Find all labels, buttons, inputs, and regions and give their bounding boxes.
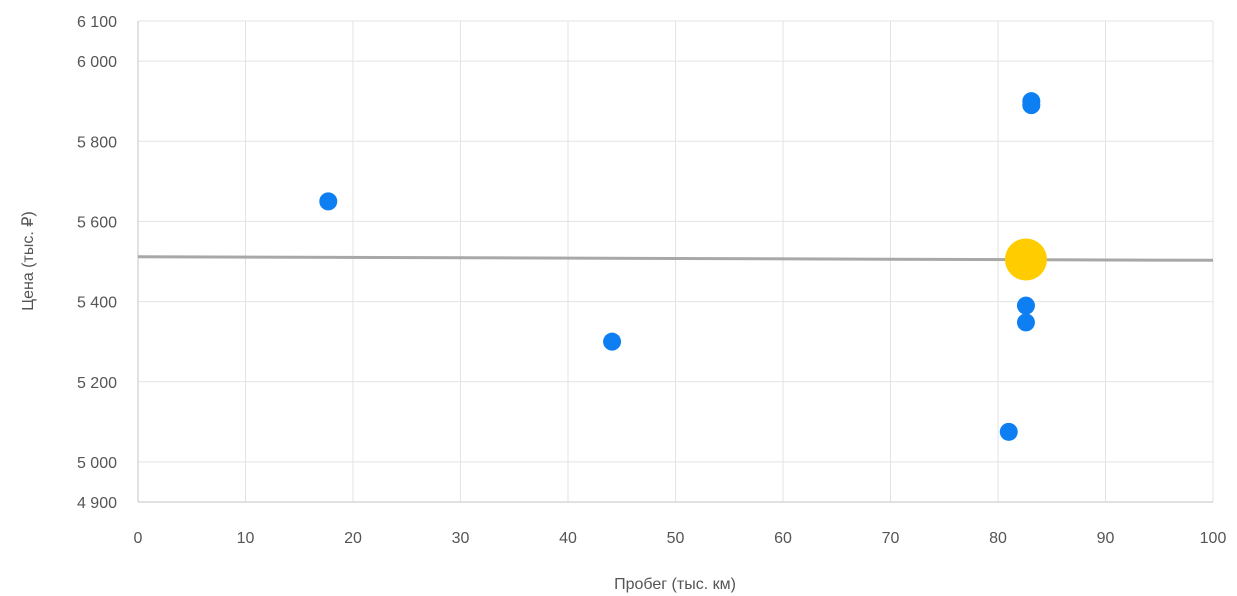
grid — [138, 20, 1214, 502]
highlighted-point[interactable] — [1004, 238, 1047, 281]
tick-labels: 0 10 20 30 40 50 60 70 80 90 100 4 900 5 000 5 200 5 4… — [77, 14, 1226, 547]
data-points — [319, 92, 1047, 441]
y-axis-title: Цена (тыс. ₽) — [20, 211, 37, 310]
data-point[interactable] — [1016, 313, 1035, 332]
trend-line-layer — [137, 255, 1214, 262]
y-tick-label: 5 400 — [77, 295, 117, 312]
axes — [137, 21, 1213, 503]
x-tick-label: 10 — [237, 530, 255, 547]
y-tick-label: 5 800 — [77, 134, 117, 151]
y-tick-label: 5 000 — [77, 455, 117, 472]
x-tick-label: 60 — [774, 530, 792, 547]
x-axis-title: Пробег (тыс. км) — [614, 576, 736, 593]
y-tick-label: 5 600 — [77, 214, 117, 231]
x-tick-label: 70 — [882, 530, 900, 547]
trend-line — [137, 255, 1214, 262]
y-tick-label: 4 900 — [77, 495, 117, 512]
y-tick-label: 6 000 — [77, 54, 117, 71]
x-tick-label: 100 — [1200, 530, 1227, 547]
x-tick-label: 20 — [344, 530, 362, 547]
data-point[interactable] — [1016, 296, 1035, 315]
x-tick-label: 30 — [452, 530, 470, 547]
data-point[interactable] — [319, 192, 338, 211]
x-tick-label: 0 — [134, 530, 143, 547]
data-point[interactable] — [999, 422, 1018, 441]
y-tick-label: 6 100 — [77, 14, 117, 31]
x-tick-label: 90 — [1097, 530, 1115, 547]
x-tick-label: 50 — [667, 530, 685, 547]
data-point[interactable] — [603, 332, 622, 351]
data-point[interactable] — [1022, 96, 1041, 115]
y-tick-label: 5 200 — [77, 375, 117, 392]
x-tick-label: 80 — [989, 530, 1007, 547]
x-tick-label: 40 — [559, 530, 577, 547]
